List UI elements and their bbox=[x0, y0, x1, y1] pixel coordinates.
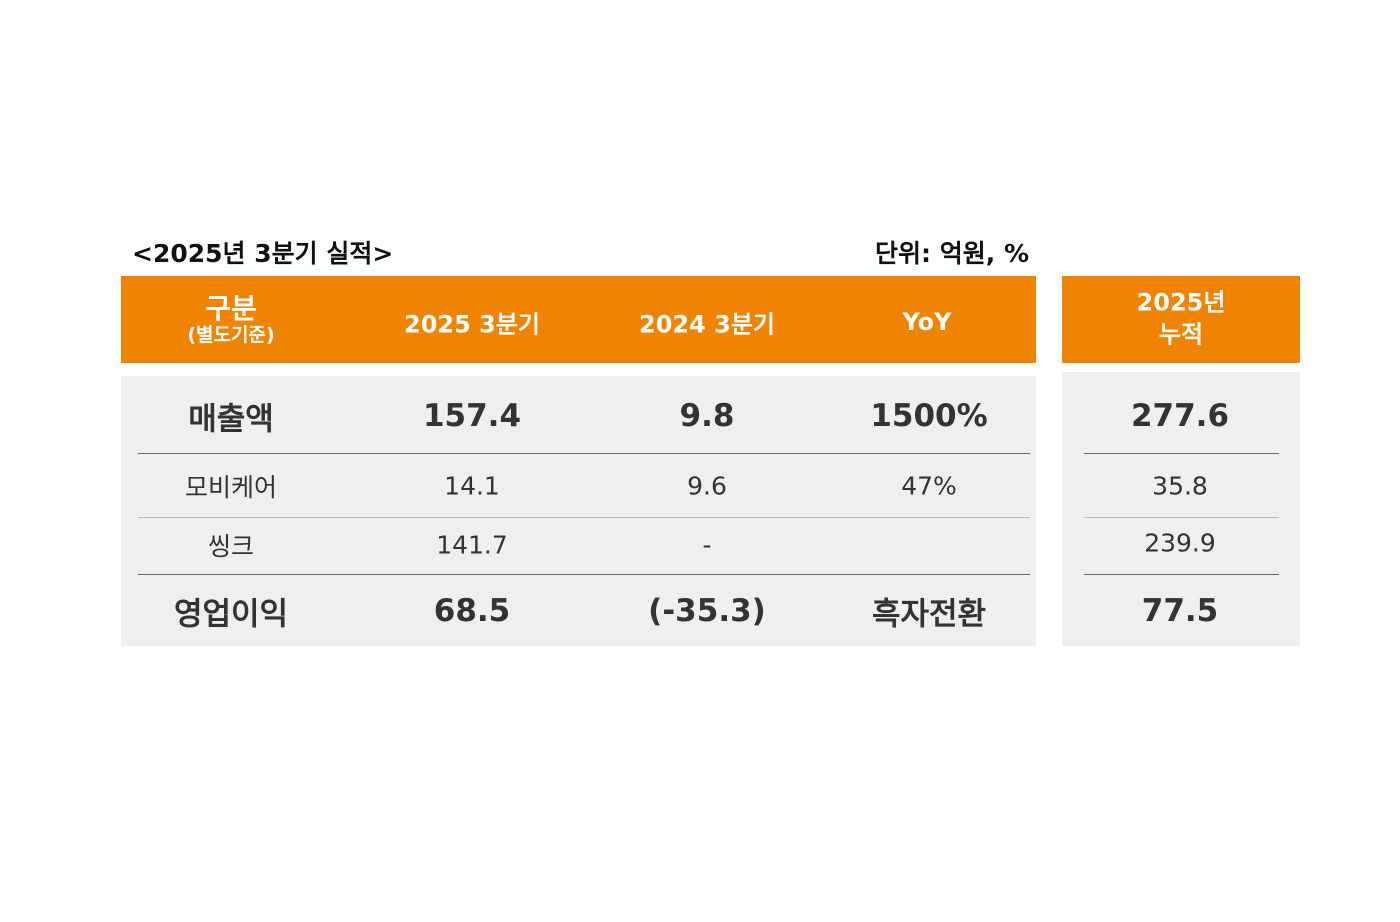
row-mobicare-2024: 9.6 bbox=[687, 471, 727, 501]
row-think-2024: - bbox=[702, 530, 712, 560]
header-category: 구분 (별도기준) bbox=[187, 292, 275, 346]
row-think-label: 씽크 bbox=[207, 532, 255, 561]
row-revenue-2025: 157.4 bbox=[422, 398, 522, 434]
header-category-label: 구분 bbox=[205, 292, 257, 326]
divider bbox=[138, 574, 1030, 575]
row-op-income-label: 영업이익 bbox=[173, 596, 289, 633]
row-op-income-2025: 68.5 bbox=[433, 593, 511, 629]
row-op-income-2024: (-35.3) bbox=[648, 593, 766, 629]
cumulative-table-header: 2025년 누적 bbox=[1062, 276, 1300, 363]
divider bbox=[138, 517, 1030, 518]
header-2025-q3: 2025 3분기 bbox=[403, 310, 541, 339]
divider bbox=[138, 453, 1030, 454]
cumulative-table-body: 277.6 35.8 239.9 77.5 bbox=[1062, 372, 1300, 646]
row-mobicare-yoy: 47% bbox=[901, 471, 957, 501]
header-cumulative-line1: 2025년 bbox=[1136, 288, 1226, 317]
main-table-header: 구분 (별도기준) 2025 3분기 2024 3분기 YoY bbox=[121, 276, 1036, 363]
cumulative-mobicare: 35.8 bbox=[1152, 471, 1208, 501]
divider bbox=[1084, 517, 1279, 518]
header-category-sub: (별도기준) bbox=[187, 323, 275, 346]
header-2024-q3: 2024 3분기 bbox=[638, 310, 776, 339]
row-mobicare-label: 모비케어 bbox=[184, 473, 278, 502]
unit-label: 단위: 억원, % bbox=[875, 239, 1029, 268]
cumulative-think: 239.9 bbox=[1144, 528, 1216, 558]
row-revenue-label: 매출액 bbox=[188, 401, 274, 438]
row-revenue-yoy: 1500% bbox=[870, 398, 988, 434]
header-cumulative: 2025년 누적 bbox=[1137, 287, 1226, 352]
cumulative-op-income: 77.5 bbox=[1141, 593, 1219, 629]
divider bbox=[1084, 574, 1279, 575]
row-op-income-yoy: 흑자전환 bbox=[871, 596, 987, 633]
report-title: <2025년 3분기 실적> bbox=[132, 239, 394, 268]
main-table-body: 매출액 157.4 9.8 1500% 모비케어 14.1 9.6 47% 씽크… bbox=[121, 376, 1036, 646]
cumulative-revenue: 277.6 bbox=[1130, 398, 1230, 434]
row-mobicare-2025: 14.1 bbox=[444, 471, 500, 501]
header-cumulative-line2: 누적 bbox=[1158, 321, 1204, 349]
divider bbox=[1084, 453, 1279, 454]
header-yoy: YoY bbox=[902, 308, 952, 336]
row-revenue-2024: 9.8 bbox=[679, 398, 735, 434]
row-think-2025: 141.7 bbox=[436, 530, 508, 560]
